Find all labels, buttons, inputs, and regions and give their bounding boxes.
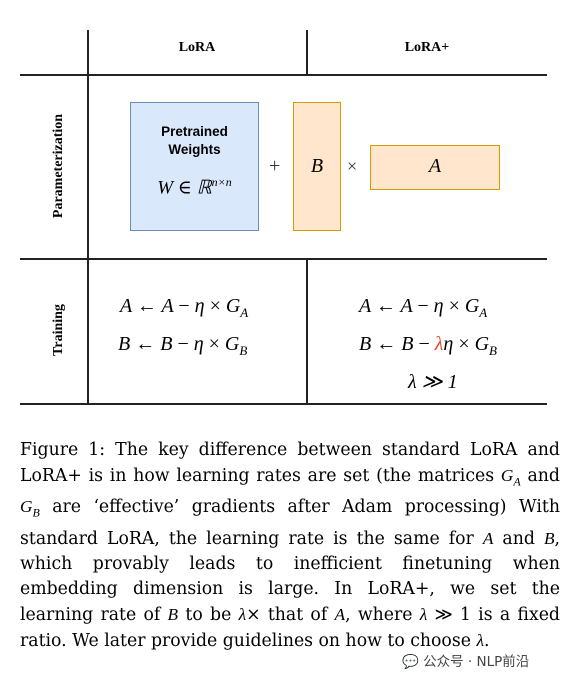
pretrained-title-line2: Weights (168, 142, 221, 157)
row-header-training: Training (51, 304, 66, 356)
pretrained-math-base: W ∈ ℝ (157, 177, 212, 199)
table-rule-bottom (20, 403, 547, 405)
figure-label: Figure 1: (20, 440, 106, 460)
loraplus-update-a: A ← A − η × GA (359, 295, 487, 321)
lowrank-a-label: A (428, 155, 442, 177)
row-header-parameterization: Parameterization (51, 113, 66, 219)
loraplus-lambda-condition-text: λ ≫ 1 (408, 371, 458, 393)
lora-update-a: A ← A − η × GA (120, 295, 248, 321)
table-rule-middle (20, 258, 547, 260)
lowrank-b-box: B (293, 102, 341, 231)
table-rule-top (20, 74, 547, 76)
table-rule-center-lower (306, 258, 308, 404)
pretrained-weights-box: Pretrained Weights W ∈ ℝn×n (130, 102, 259, 231)
figure-caption-text: The key difference between standard LoRA… (20, 440, 560, 651)
lowrank-b-label: B (310, 155, 324, 177)
figure-caption: Figure 1: The key difference between sta… (20, 438, 560, 654)
pretrained-title-line1: Pretrained (161, 124, 228, 139)
lowrank-a-box: A (370, 145, 500, 190)
col-header-lora: LoRA (178, 40, 216, 55)
pretrained-math-sup: n×n (211, 175, 232, 189)
pretrained-weights-title: Pretrained Weights (131, 123, 258, 159)
plus-operator: + (269, 155, 281, 177)
loraplus-update-b: B ← B − λη × GB (359, 333, 497, 359)
lora-update-b: B ← B − η × GB (118, 333, 247, 359)
lora-update-a-text: A ← A − η × GA (120, 295, 249, 320)
table-rule-center (306, 30, 308, 75)
lora-update-b-text: B ← B − η × GB (118, 333, 248, 358)
watermark: 💬 公众号 · NLP前沿 (402, 650, 529, 670)
watermark-text: 公众号 · NLP前沿 (423, 654, 530, 670)
loraplus-lambda-condition: λ ≫ 1 (408, 369, 458, 394)
wechat-icon: 💬 (402, 654, 419, 670)
times-operator: × (347, 156, 358, 176)
pretrained-weights-math: W ∈ ℝn×n (131, 175, 258, 199)
loraplus-update-b-text: B ← B − λη × GB (359, 333, 497, 358)
table-rule-left (87, 30, 89, 404)
col-header-loraplus: LoRA+ (404, 40, 450, 55)
loraplus-update-a-text: A ← A − η × GA (359, 295, 488, 320)
